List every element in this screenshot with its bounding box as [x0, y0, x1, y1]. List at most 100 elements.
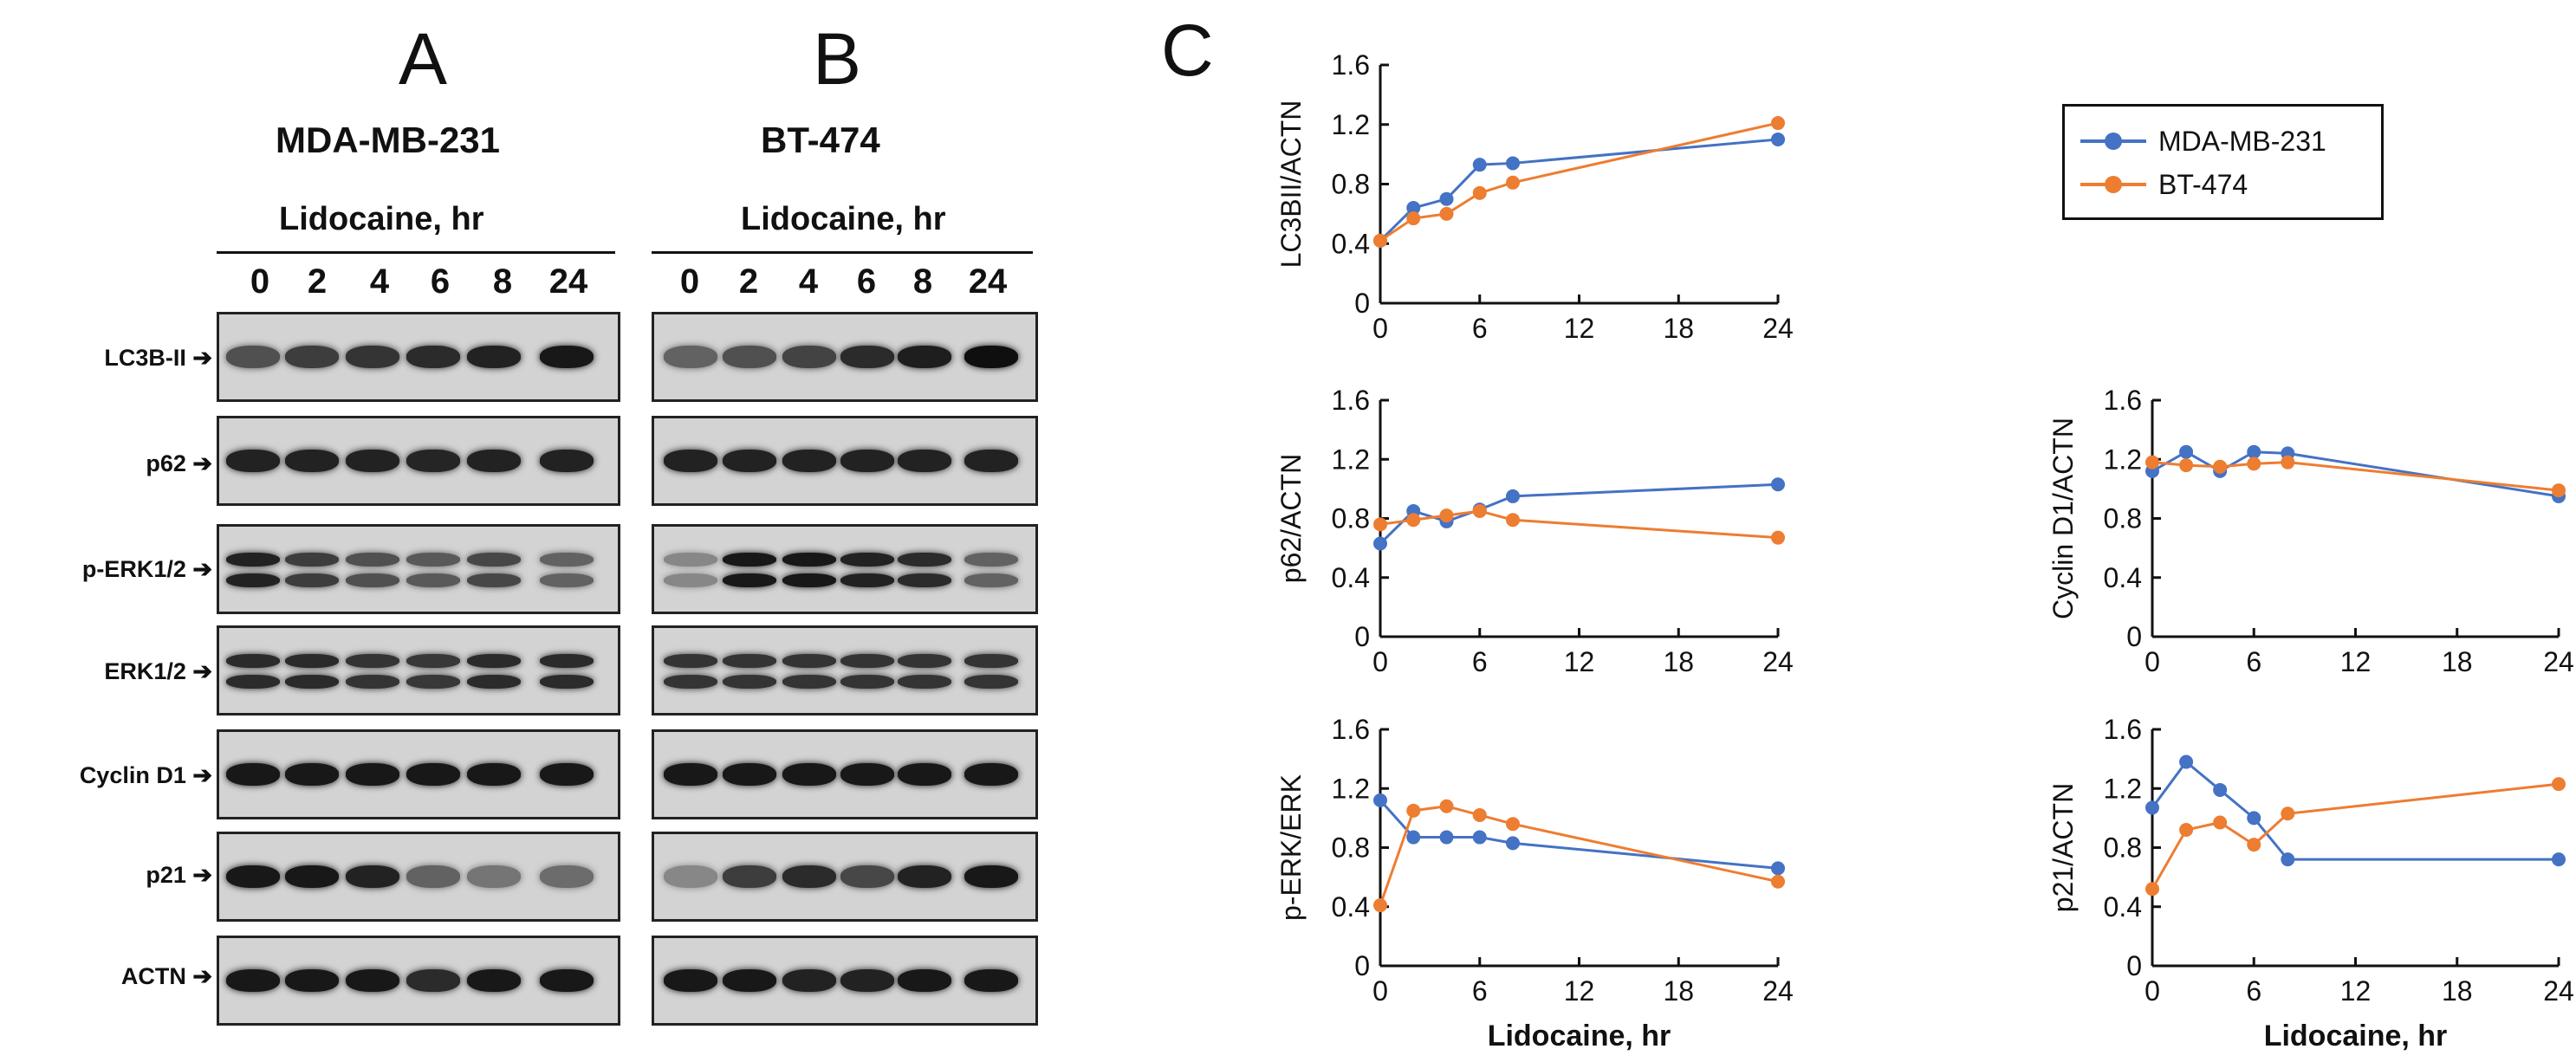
x-tick-label: 0 [1372, 646, 1388, 677]
y-tick-label: 0 [1354, 288, 1370, 319]
time-label-a-8: 8 [492, 262, 513, 301]
y-tick-label: 1.2 [2104, 444, 2142, 475]
blot-band [226, 654, 280, 668]
blot-band [540, 553, 594, 567]
y-tick-label: 1.6 [2104, 714, 2142, 745]
blot-band [782, 865, 836, 888]
x-tick-label: 18 [2442, 646, 2473, 677]
blot-band [346, 763, 399, 786]
data-point-mda [1439, 830, 1454, 845]
data-point-mda [1506, 836, 1520, 851]
blot-band [226, 865, 280, 888]
blot-band [723, 346, 776, 368]
data-point-mda [2179, 444, 2194, 459]
data-point-bt [2213, 815, 2228, 830]
y-tick-label: 0 [2126, 621, 2142, 652]
blot-band [540, 450, 594, 472]
y-tick-label: 0.8 [2104, 832, 2142, 864]
blot-band [840, 450, 894, 472]
blot-band [467, 763, 521, 786]
blot-band [285, 865, 339, 888]
blot-band [226, 346, 280, 368]
blot-header-mda: Lidocaine, hr [279, 201, 484, 237]
data-point-bt [2179, 823, 2194, 838]
x-tick-label: 0 [2145, 975, 2160, 1007]
data-point-mda [1406, 201, 1421, 215]
legend-marker-mda [2080, 133, 2146, 150]
y-tick-label: 0 [1354, 621, 1370, 652]
blot-band [840, 553, 894, 567]
blot-band [782, 763, 836, 786]
blot-band [782, 969, 836, 992]
blot-band [406, 450, 460, 472]
blot-band [898, 969, 951, 992]
blot-band [898, 763, 951, 786]
data-point-bt [2145, 882, 2159, 897]
x-tick-label: 0 [1372, 975, 1388, 1007]
data-point-bt [1406, 803, 1421, 818]
blot-band [840, 654, 894, 668]
y-tick-label: 1.2 [1332, 773, 1370, 804]
y-tick-label: 0.4 [1332, 562, 1370, 593]
y-axis-label: LC3BII/ACTN [1275, 100, 1307, 269]
data-point-bt [1406, 211, 1421, 226]
blot-band [467, 865, 521, 888]
time-label-a-4: 4 [369, 262, 390, 301]
data-point-bt [2213, 459, 2228, 474]
blot-band [664, 654, 717, 668]
panel-letter-a: A [399, 18, 448, 100]
blot-band [346, 969, 399, 992]
blot-band [664, 763, 717, 786]
data-point-bt [1439, 206, 1454, 221]
y-tick-label: 1.2 [1332, 444, 1370, 475]
data-point-mda [1771, 477, 1785, 492]
blot-band [964, 969, 1018, 992]
y-tick-label: 0.4 [1332, 891, 1370, 923]
time-label-b-24: 24 [968, 262, 1008, 301]
panel-letter-c: C [1161, 10, 1214, 91]
blot-band [840, 865, 894, 888]
data-point-bt [1472, 807, 1487, 822]
data-point-bt [1373, 898, 1387, 913]
blot-band [285, 346, 339, 368]
chart-0: 0 0.4 0.8 1.2 1.6 0 6 12 18 24 LC3BII/ACTN [1275, 49, 1794, 344]
blot-b-lc3b [652, 312, 1038, 402]
blot-band [406, 346, 460, 368]
blot-band [782, 450, 836, 472]
blot-band [898, 675, 951, 689]
blot-band [540, 865, 594, 888]
blot-band [664, 969, 717, 992]
blot-band [664, 573, 717, 587]
y-tick-label: 0.4 [2104, 562, 2142, 593]
y-tick-label: 0 [2126, 950, 2142, 981]
time-label-b-4: 4 [798, 262, 819, 301]
legend-marker-bt [2080, 176, 2146, 193]
data-point-mda [1771, 132, 1785, 146]
data-point-bt [1472, 185, 1487, 200]
time-label-b-2: 2 [738, 262, 759, 301]
blot-b-p62 [652, 416, 1038, 506]
x-axis-label: Lidocaine, hr [1488, 1020, 1671, 1052]
time-label-a-24: 24 [548, 262, 588, 301]
blot-band [406, 969, 460, 992]
series-line-bt [1379, 805, 1779, 906]
x-tick-label: 18 [1663, 975, 1694, 1007]
x-tick-label: 0 [2145, 646, 2160, 677]
blot-band [898, 654, 951, 668]
blot-b-p21 [652, 832, 1038, 922]
blot-band [723, 763, 776, 786]
y-tick-label: 1.2 [1332, 109, 1370, 140]
legend-label-bt: BT-474 [2158, 168, 2248, 200]
protein-label-p21: p21 ➔ [146, 862, 212, 888]
blot-band [964, 675, 1018, 689]
x-tick-label: 12 [1564, 975, 1595, 1007]
data-point-bt [2145, 455, 2159, 469]
y-tick-label: 1.6 [1332, 385, 1370, 416]
x-axis-label: Lidocaine, hr [2264, 1020, 2448, 1052]
header-rule-bt [652, 251, 1033, 254]
data-point-bt [1406, 513, 1421, 528]
data-point-bt [1506, 513, 1520, 528]
blot-band [782, 553, 836, 567]
blot-band [406, 865, 460, 888]
data-point-bt [1506, 817, 1520, 832]
